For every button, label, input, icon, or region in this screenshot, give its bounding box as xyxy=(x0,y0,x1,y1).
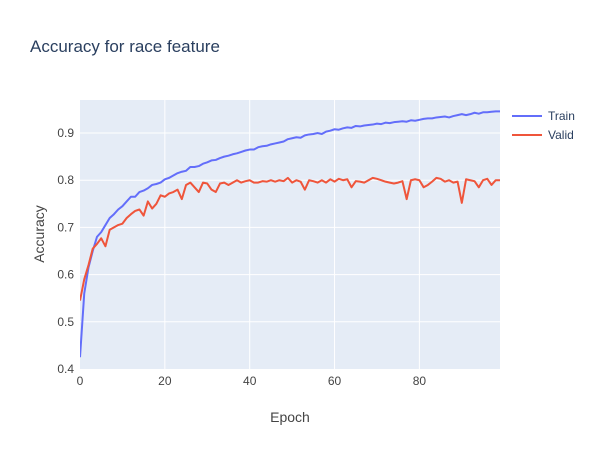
legend-label: Train xyxy=(548,109,575,123)
plot-area xyxy=(80,100,500,369)
x-tick-label: 40 xyxy=(243,374,257,388)
gridlines xyxy=(80,100,500,369)
chart-title: Accuracy for race feature xyxy=(30,37,220,56)
y-axis-title: Accuracy xyxy=(31,205,47,263)
y-tick-label: 0.4 xyxy=(57,362,74,376)
y-tick-label: 0.6 xyxy=(57,268,74,282)
x-tick-label: 20 xyxy=(158,374,172,388)
x-tick-label: 60 xyxy=(328,374,342,388)
legend-item-train[interactable]: Train xyxy=(512,109,575,123)
series-line-train[interactable] xyxy=(80,110,500,358)
legend-item-valid[interactable]: Valid xyxy=(512,128,574,142)
y-tick-label: 0.5 xyxy=(57,315,74,329)
y-tick-label: 0.7 xyxy=(57,220,74,234)
legend[interactable]: Train Valid xyxy=(512,109,575,142)
x-axis-title: Epoch xyxy=(270,409,310,425)
series-lines xyxy=(80,110,500,358)
tick-labels: 0.4 0.5 0.6 0.7 0.8 0.9 0 20 40 60 80 xyxy=(57,126,426,388)
x-tick-label: 0 xyxy=(77,374,84,388)
legend-label: Valid xyxy=(548,128,574,142)
y-tick-label: 0.9 xyxy=(57,126,74,140)
x-tick-label: 80 xyxy=(413,374,427,388)
y-tick-label: 0.8 xyxy=(57,173,74,187)
series-line-valid[interactable] xyxy=(80,176,500,301)
